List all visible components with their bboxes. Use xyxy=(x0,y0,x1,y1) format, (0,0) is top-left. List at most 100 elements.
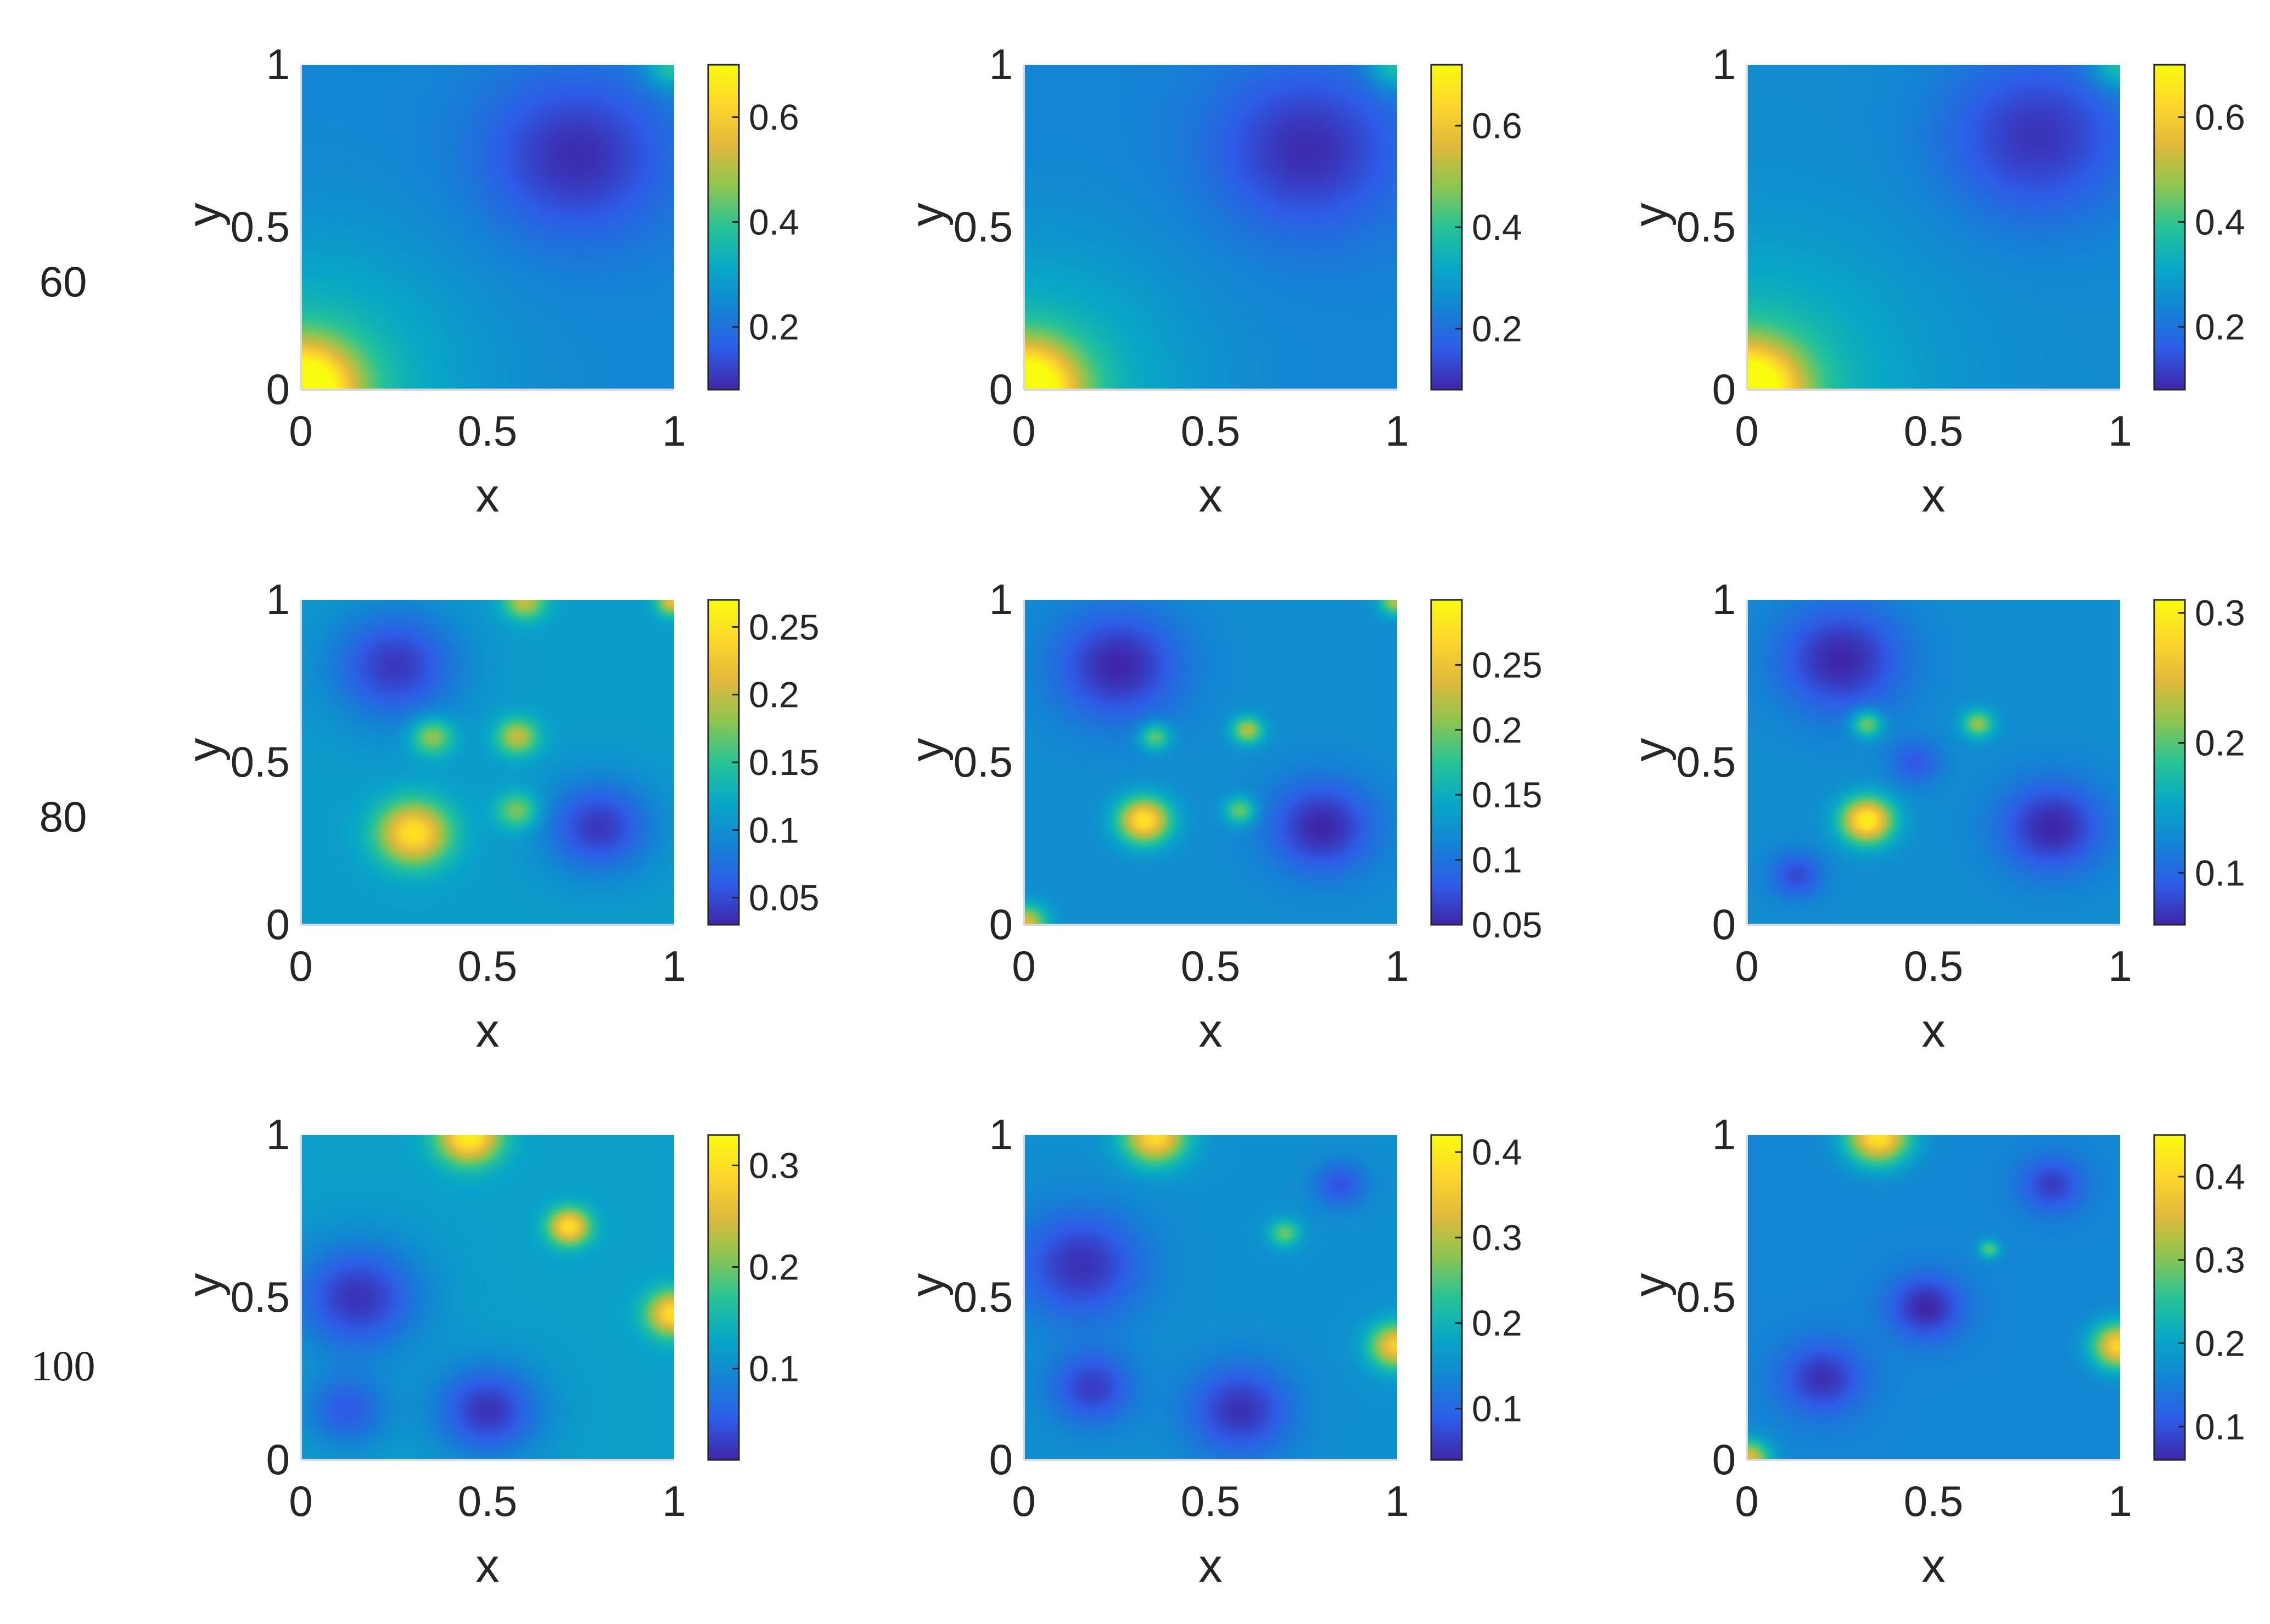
x-tick-label: 0.5 xyxy=(1181,1477,1240,1525)
panels: 0 0.5 1 0 0.5 1 x y 0.2 0.4 0.6 0 0.5 1 0 0.5 1 x y 0.2 0.4 0… xyxy=(178,40,2245,1592)
y-tick-label: 1 xyxy=(989,575,1013,623)
x-tick-label: 1 xyxy=(2108,1477,2132,1525)
y-tick-label: 0 xyxy=(266,365,290,413)
y-tick-label: 1 xyxy=(1712,575,1736,623)
heatmap-image xyxy=(1024,65,1397,390)
colorbar-tick-label: 0.1 xyxy=(749,810,799,850)
colorbar-tick-label: 0.1 xyxy=(1472,1389,1522,1429)
colorbar-frame xyxy=(1430,599,1463,926)
x-tick-label: 0.5 xyxy=(1181,942,1240,990)
colorbar-frame xyxy=(2153,599,2186,926)
y-tick-label: 0.5 xyxy=(1677,738,1736,786)
y-tick-label: 0.5 xyxy=(231,1273,290,1321)
colorbar-tick-label: 0.2 xyxy=(749,1247,799,1288)
colorbar-tick-label: 0.1 xyxy=(2195,852,2245,893)
heatmap-image xyxy=(1024,1135,1397,1460)
heatmap-image xyxy=(1747,600,2120,925)
colorbar-tick-label: 0.4 xyxy=(2195,201,2245,242)
colorbar-tick-label: 0.2 xyxy=(749,675,799,715)
heatmap-panel: 0 0.5 1 0 0.5 1 x y 0.1 0.2 0.3 0.4 xyxy=(901,1110,1522,1592)
x-tick-label: 0 xyxy=(1735,407,1758,455)
y-axis-label: y xyxy=(1624,203,1677,227)
heatmap-image xyxy=(301,1135,674,1460)
y-tick-label: 0 xyxy=(989,365,1013,413)
x-tick-label: 0 xyxy=(1735,1477,1758,1525)
y-tick-label: 0.5 xyxy=(231,738,290,786)
colorbar xyxy=(708,65,739,390)
x-tick-label: 1 xyxy=(1385,407,1409,455)
colorbar-tick-label: 0.4 xyxy=(2195,1156,2245,1197)
x-tick-label: 1 xyxy=(1385,1477,1409,1525)
colorbar-tick-label: 0.15 xyxy=(749,742,819,783)
colorbar-tick-label: 0.3 xyxy=(2195,1240,2245,1280)
colorbar-tick-label: 0.3 xyxy=(749,1145,799,1186)
heatmap-image xyxy=(1747,65,2120,390)
y-tick-label: 1 xyxy=(989,40,1013,88)
colorbar xyxy=(2154,600,2185,925)
x-tick-label: 1 xyxy=(662,942,686,990)
x-tick-label: 0 xyxy=(1012,407,1035,455)
colorbar-tick-label: 0.1 xyxy=(1472,840,1522,880)
y-tick-label: 0 xyxy=(989,1435,1013,1483)
heatmap-panel: 0 0.5 1 0 0.5 1 x y 0.2 0.4 0.6 xyxy=(1624,40,2245,522)
colorbar-tick-label: 0.6 xyxy=(749,97,799,137)
x-tick-label: 0.5 xyxy=(1904,942,1963,990)
colorbar-tick-label: 0.3 xyxy=(1472,1217,1522,1258)
colorbar xyxy=(1431,1135,1462,1460)
heatmap-image xyxy=(301,65,674,390)
y-tick-label: 0.5 xyxy=(231,203,290,251)
y-axis-label: y xyxy=(901,738,954,762)
heatmap-image xyxy=(301,600,674,925)
x-tick-label: 0.5 xyxy=(1904,407,1963,455)
y-tick-label: 0 xyxy=(1712,1435,1736,1483)
colorbar xyxy=(2154,1135,2185,1460)
colorbar-tick-label: 0.4 xyxy=(749,201,799,242)
x-tick-label: 1 xyxy=(2108,407,2132,455)
x-tick-label: 0 xyxy=(1735,942,1758,990)
colorbar-tick-label: 0.2 xyxy=(1472,710,1522,750)
y-axis-label: y xyxy=(178,1273,231,1297)
colorbar-frame xyxy=(2153,1134,2186,1461)
heatmap-image xyxy=(1024,600,1397,925)
y-tick-label: 1 xyxy=(989,1110,1013,1159)
colorbar-tick-label: 0.1 xyxy=(2195,1406,2245,1447)
y-tick-label: 0 xyxy=(1712,365,1736,413)
x-tick-label: 0 xyxy=(289,1477,312,1525)
colorbar-tick-label: 0.1 xyxy=(749,1348,799,1389)
colorbar-tick-label: 0.05 xyxy=(1472,904,1542,945)
heatmap-panel: 0 0.5 1 0 0.5 1 x y 0.2 0.4 0.6 xyxy=(901,40,1522,522)
y-axis-label: y xyxy=(901,203,954,227)
x-tick-label: 0 xyxy=(289,407,312,455)
y-tick-label: 1 xyxy=(266,575,290,623)
y-tick-label: 0.5 xyxy=(1677,203,1736,251)
heatmap-panel: 0 0.5 1 0 0.5 1 x y 0.2 0.4 0.6 xyxy=(178,40,799,522)
heatmap-panel: 0 0.5 1 0 0.5 1 x y 0.1 0.2 0.3 0.4 xyxy=(1624,1110,2245,1592)
x-tick-label: 1 xyxy=(662,1477,686,1525)
y-tick-label: 0 xyxy=(989,900,1013,948)
y-tick-label: 1 xyxy=(1712,40,1736,88)
colorbar-tick-label: 0.2 xyxy=(2195,1323,2245,1363)
colorbar-tick-label: 0.25 xyxy=(1472,644,1542,685)
x-tick-label: 1 xyxy=(2108,942,2132,990)
colorbar-frame xyxy=(707,64,740,391)
x-axis-label: x xyxy=(1922,469,1946,522)
x-axis-label: x xyxy=(476,1539,500,1592)
y-tick-label: 0.5 xyxy=(954,1273,1013,1321)
x-tick-label: 1 xyxy=(662,407,686,455)
colorbar xyxy=(1431,600,1462,925)
y-tick-label: 0.5 xyxy=(954,203,1013,251)
colorbar-tick-label: 0.2 xyxy=(2195,722,2245,763)
heatmap-panel: 0 0.5 1 0 0.5 1 x y 0.05 0.1 0.15 0.2 0.25 xyxy=(178,575,819,1057)
y-axis-label: y xyxy=(1624,1273,1677,1297)
y-tick-label: 0 xyxy=(266,1435,290,1483)
colorbar-frame xyxy=(707,1134,740,1461)
x-axis-label: x xyxy=(1199,1539,1223,1592)
colorbar-frame xyxy=(2153,64,2186,391)
row-label-100: 100 xyxy=(31,1342,96,1390)
heatmap-panel: 0 0.5 1 0 0.5 1 x y 0.1 0.2 0.3 xyxy=(1624,575,2245,1057)
y-tick-label: 0 xyxy=(266,900,290,948)
x-axis-label: x xyxy=(476,1004,500,1057)
heatmap-panel: 0 0.5 1 0 0.5 1 x y 0.05 0.1 0.15 0.2 0.25 xyxy=(901,575,1542,1057)
x-axis-label: x xyxy=(1199,469,1223,522)
colorbar-tick-label: 0.2 xyxy=(2195,306,2245,347)
